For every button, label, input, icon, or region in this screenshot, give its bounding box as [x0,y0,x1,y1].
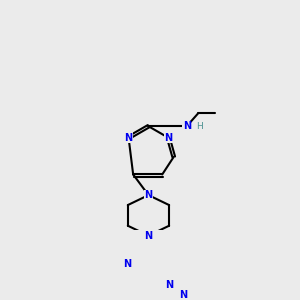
Text: N: N [165,280,173,290]
Text: N: N [183,121,191,131]
Text: N: N [144,190,152,200]
Text: N: N [180,290,188,300]
Text: N: N [123,259,131,269]
Text: N: N [124,133,133,143]
Text: N: N [144,231,152,241]
Text: N: N [164,133,172,143]
Text: H: H [196,122,203,131]
